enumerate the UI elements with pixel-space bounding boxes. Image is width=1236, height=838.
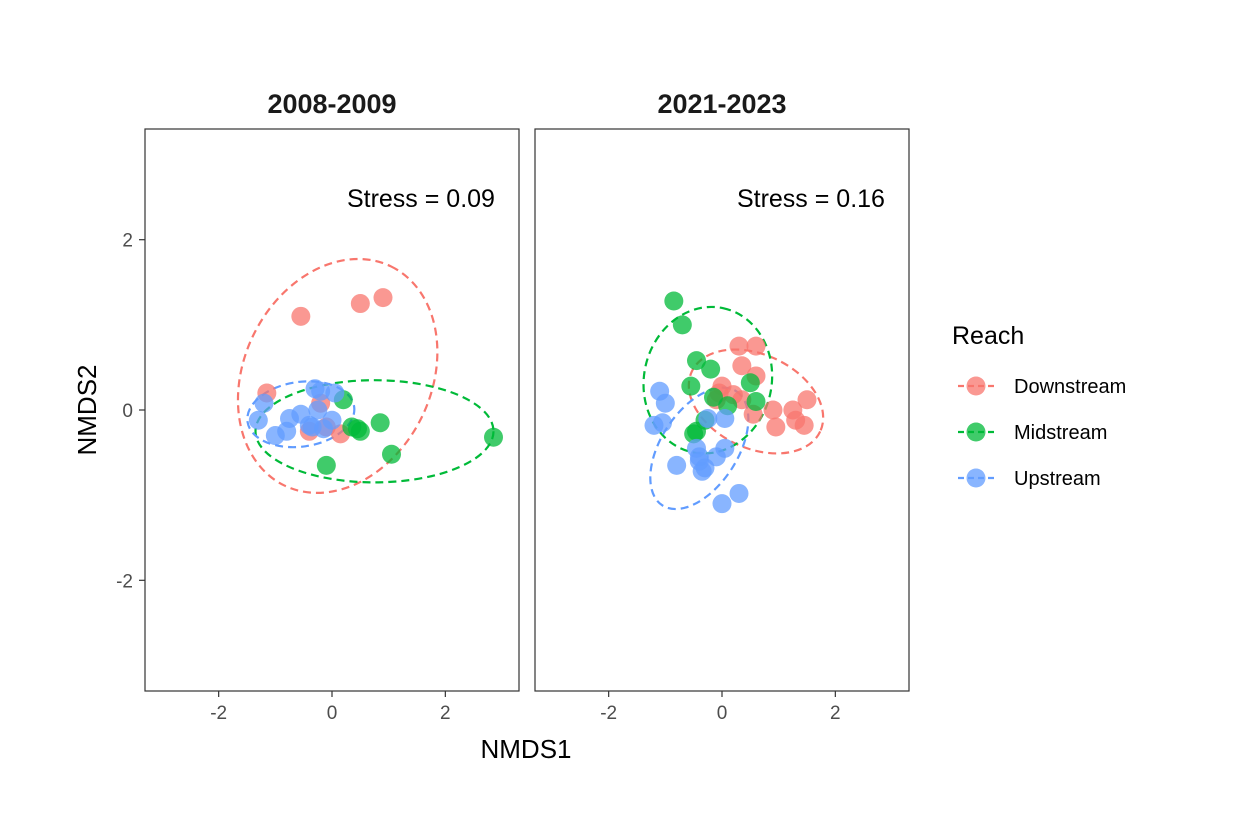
panel-1-midstream-point [350, 421, 370, 441]
panel-2-midstream-point [672, 315, 692, 335]
legend: Reach Downstream Midstream Upstream [952, 322, 1126, 490]
legend-item-upstream: Upstream [958, 468, 1101, 490]
panel-2-plot-area: Stress = 0.16 [642, 185, 885, 514]
panel-1-plot-area: Stress = 0.09 [236, 185, 503, 494]
panel-2-downstream-point [732, 356, 752, 376]
legend-label: Upstream [1014, 468, 1101, 490]
panel-2-x-tick-label: -2 [600, 703, 617, 724]
panel-2-stress-label: Stress = 0.16 [737, 185, 885, 213]
panel-1-midstream-point [316, 455, 336, 475]
panel-2-upstream-point [667, 455, 687, 475]
panel-1-upstream-point [322, 410, 342, 430]
legend-key-point [966, 376, 986, 396]
panel-2-x-tick-label: 2 [830, 703, 841, 724]
panel-1-x-tick-label: 2 [440, 703, 451, 724]
facet-panels: 2008-2009 Stress = 0.09 -2 0 2 -2 0 2 2021-2023 S… [116, 89, 910, 724]
panel-2-midstream-point [704, 387, 723, 407]
panel-1-downstream-point [291, 306, 311, 326]
panel-2-upstream-point [655, 393, 675, 413]
panel-2-downstream-point [729, 336, 749, 356]
legend-key-point [966, 468, 986, 488]
panel-2-downstream-point [797, 390, 817, 410]
y-axis-title: NMDS2 [72, 364, 102, 455]
panel-2-midstream-point [740, 373, 760, 393]
panel-2-x-tick-label: 0 [717, 703, 728, 724]
y-tick-label: -2 [116, 571, 133, 592]
legend-label: Midstream [1014, 422, 1107, 444]
panel-2-title: 2021-2023 [657, 89, 786, 119]
panel-2-midstream-point [746, 391, 766, 411]
panel-2-midstream-point [701, 359, 721, 379]
panel-1-upstream-point [254, 393, 274, 413]
y-tick-label: 0 [122, 401, 133, 422]
panel-1-downstream-ellipse [236, 257, 439, 494]
legend-item-midstream: Midstream [958, 422, 1107, 444]
panel-1-title: 2008-2009 [267, 89, 396, 119]
panel-1-stress-label: Stress = 0.09 [347, 185, 495, 213]
panel-2-midstream-point [681, 376, 701, 396]
panel-1-x-tick-label: 0 [327, 703, 338, 724]
panel-1-upstream-point [248, 410, 268, 430]
panel-1-midstream-point [382, 444, 401, 464]
panel-2-upstream-point [712, 494, 732, 514]
panel-2-upstream-point [698, 409, 718, 429]
panel-2-downstream-point [794, 415, 814, 435]
panel-2-midstream-point [687, 351, 706, 371]
y-tick-label: 2 [122, 231, 133, 252]
panel-2-downstream-point [766, 417, 786, 437]
panel-1: 2008-2009 Stress = 0.09 -2 0 2 -2 0 2 [116, 89, 520, 724]
panel-1-border [144, 128, 520, 692]
panel-1-upstream-ellipse [246, 380, 356, 449]
panel-2-midstream-point [684, 424, 704, 444]
panel-1-upstream-point [311, 381, 331, 401]
x-axis-title: NMDS1 [480, 734, 571, 764]
panel-1-upstream-point [325, 383, 345, 403]
panel-1-midstream-point [484, 427, 503, 447]
legend-label: Downstream [1014, 376, 1126, 398]
legend-item-downstream: Downstream [958, 376, 1126, 398]
panel-2-midstream-point [664, 291, 684, 311]
panel-2-downstream-point [763, 400, 783, 420]
panel-2: 2021-2023 Stress = 0.16 -2 0 2 [534, 89, 910, 724]
panel-1-x-tick-label: -2 [210, 703, 227, 724]
panel-1-downstream-point [350, 294, 370, 314]
legend-title: Reach [952, 322, 1024, 350]
panel-2-upstream-point [715, 409, 735, 429]
legend-key-point [966, 422, 986, 442]
panel-1-downstream-point [373, 288, 393, 308]
panel-2-downstream-point [746, 336, 766, 356]
panel-2-upstream-point [715, 438, 735, 458]
panel-2-upstream-point [729, 483, 749, 503]
panel-2-upstream-point [644, 415, 664, 435]
panel-2-upstream-point [689, 451, 709, 471]
panel-1-upstream-point [308, 400, 328, 420]
panel-1-midstream-point [370, 413, 390, 433]
